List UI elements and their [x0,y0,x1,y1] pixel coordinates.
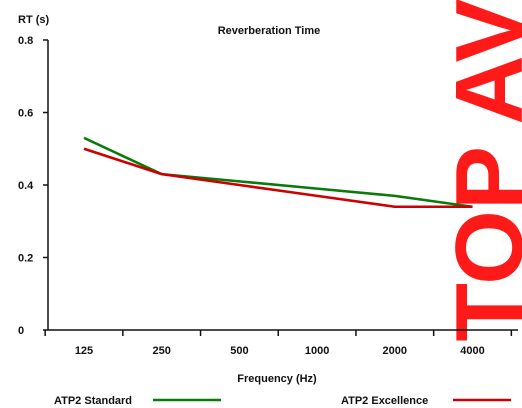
x-ticks: 125 250 500 1000 2000 4000 [44,330,513,357]
y-tick-label: 0.2 [18,253,33,265]
legend: ATP2 Standard ATP2 Excellence [54,395,511,407]
series-lines [83,136,473,209]
y-tick-label: 0.8 [18,35,33,47]
legend-label-standard: ATP2 Standard [54,395,132,407]
x-tick-label: 1000 [305,345,329,357]
y-ticks: 0 0.2 0.4 0.6 0.8 [18,35,48,337]
y-tick-label: 0.6 [18,108,33,120]
y-tick-label: 0.4 [18,180,34,192]
chart-title: Reverberation Time [218,25,321,37]
y-axis-label: RT (s) [18,14,50,26]
x-tick-label: 500 [230,345,248,357]
watermark-text: TOP AV [436,0,522,342]
series-line-excellence [83,147,473,209]
legend-label-excellence: ATP2 Excellence [341,395,428,407]
x-tick-label: 2000 [383,345,407,357]
y-tick-label: 0 [18,325,24,337]
x-tick-label: 4000 [460,345,484,357]
x-tick-label: 125 [75,345,93,357]
x-tick-label: 250 [153,345,171,357]
series-line-standard [83,136,473,209]
watermark: TOP AV [436,0,522,342]
x-axis-label: Frequency (Hz) [237,373,317,385]
